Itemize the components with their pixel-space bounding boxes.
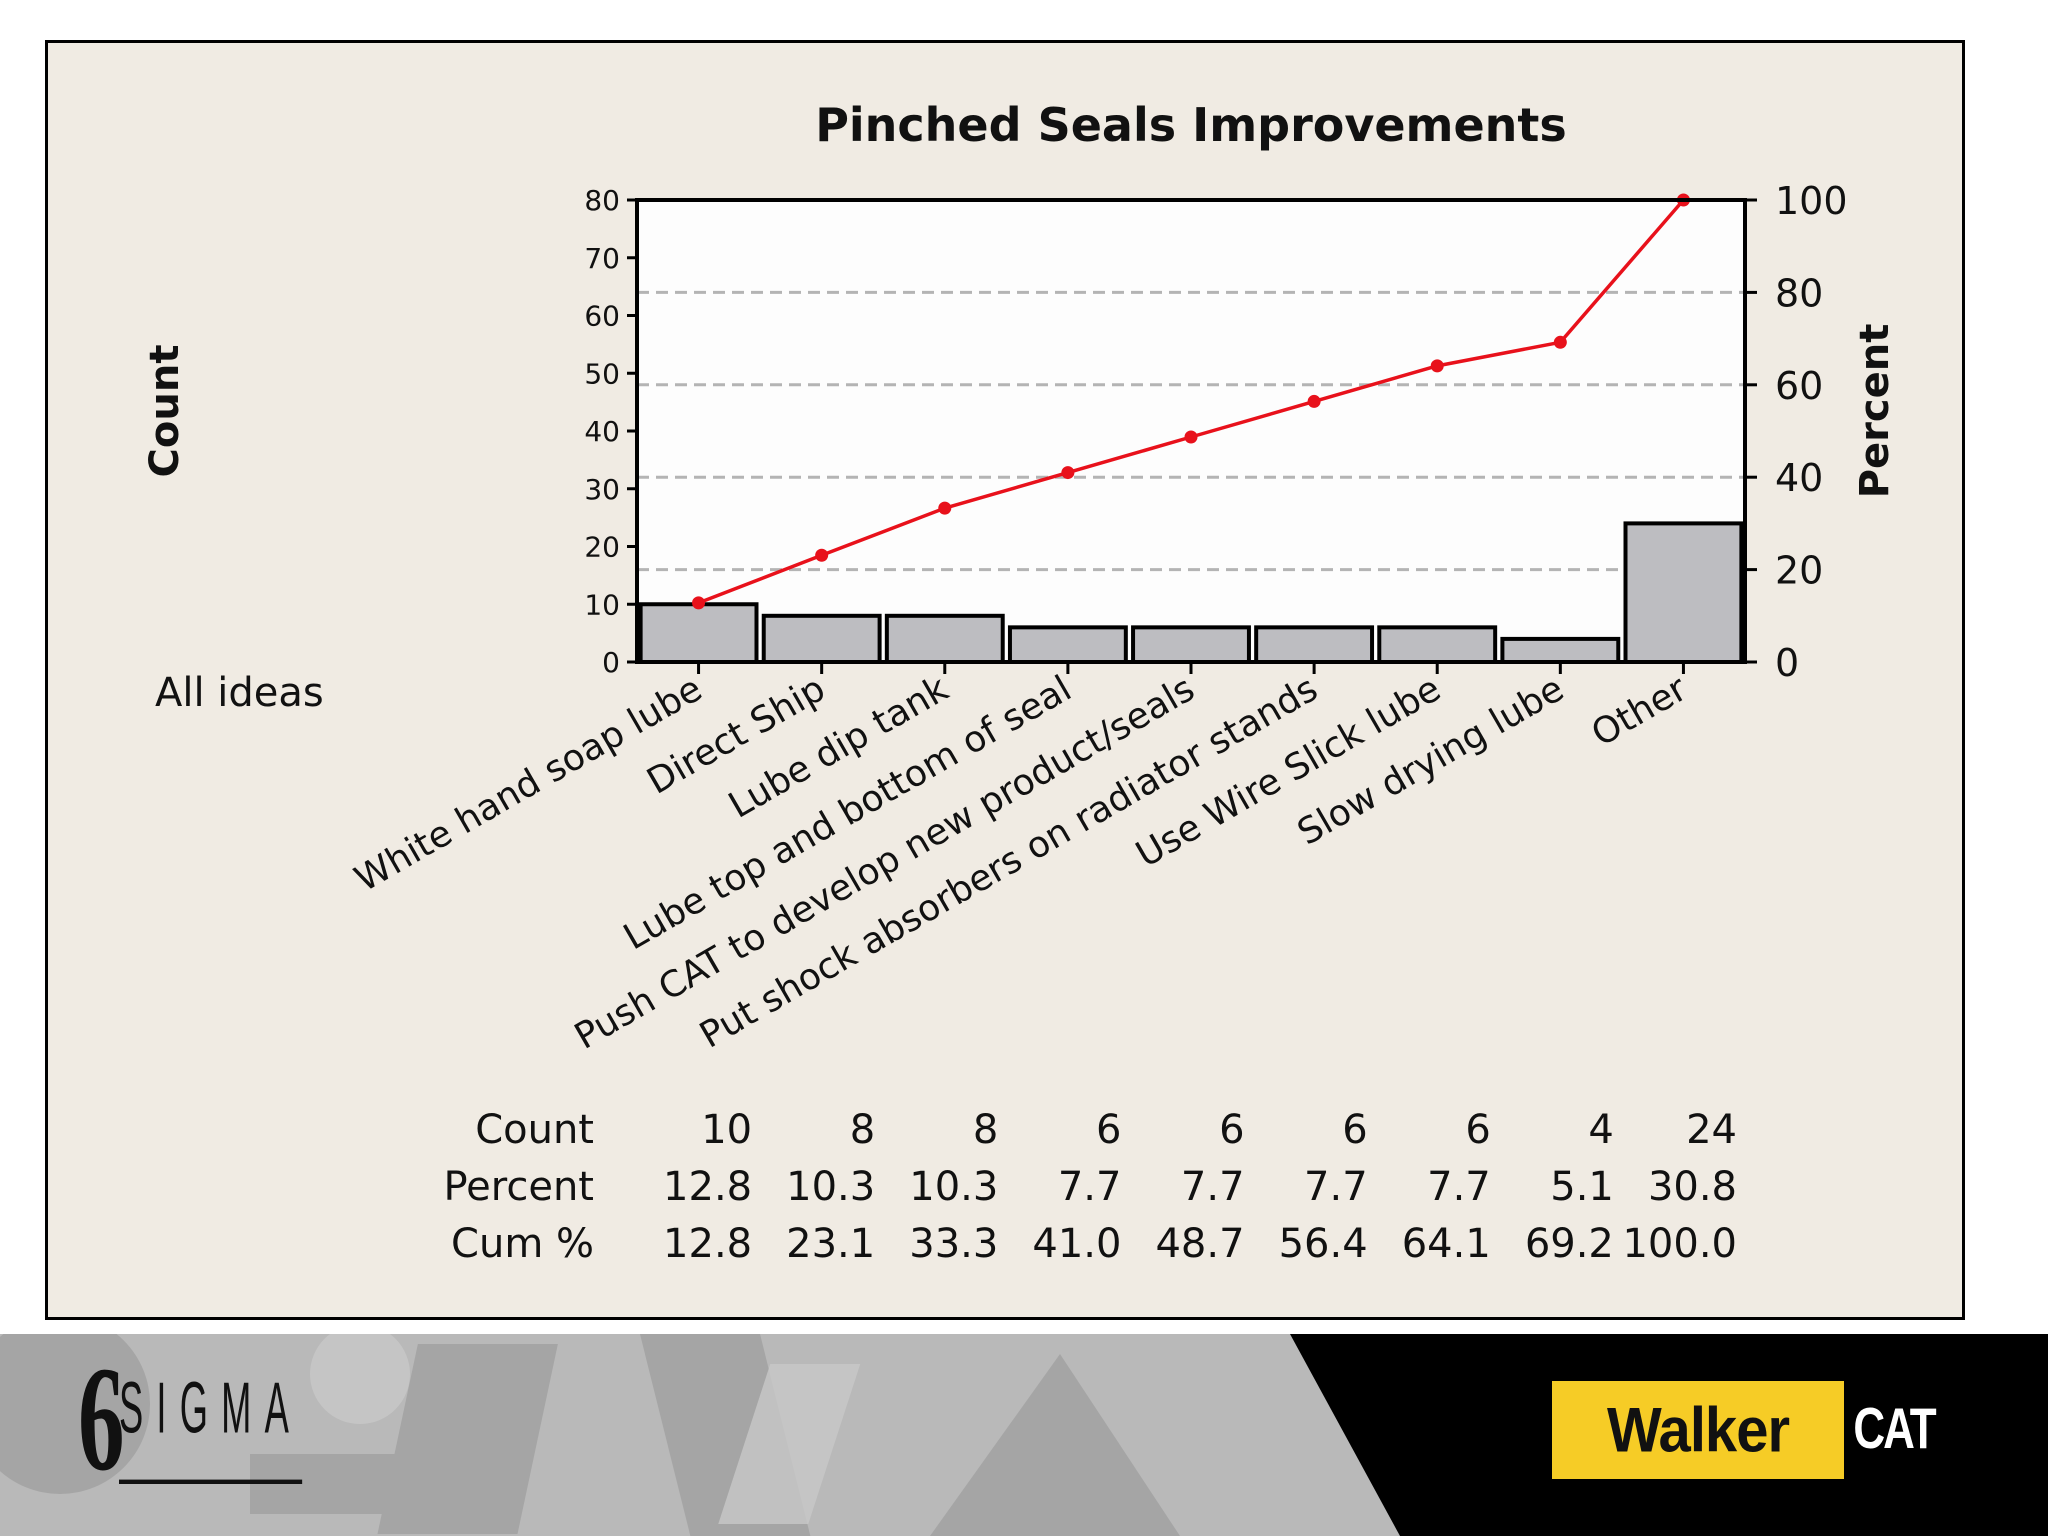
- group-label: All ideas: [155, 670, 324, 716]
- y-tick-label: 10: [584, 588, 620, 621]
- y-tick-label: 0: [602, 646, 620, 679]
- y-tick-label: 20: [584, 531, 620, 564]
- y2-tick-label: 60: [1775, 364, 1823, 408]
- pareto-chart: Pinched Seals Improvements01020304050607…: [142, 98, 1898, 1267]
- table-cell: 4: [1588, 1107, 1613, 1153]
- table-cell: 6: [1342, 1107, 1367, 1153]
- table-row-label: Count: [475, 1107, 594, 1153]
- table-cell: 6: [1219, 1107, 1244, 1153]
- y-tick-label: 30: [584, 473, 620, 506]
- table-row-label: Cum %: [451, 1221, 594, 1267]
- walker-logo: Walker: [1552, 1381, 1844, 1479]
- table-cell: 33.3: [909, 1221, 998, 1267]
- chart-panel: Pinched Seals Improvements 0 10 20 30 40 50 60 7…: [45, 40, 1965, 1320]
- table-cell: 30.8: [1648, 1164, 1737, 1210]
- footer-band: 6 SIGMA Walker CAT: [0, 1334, 2048, 1536]
- footer-background: [0, 1334, 2048, 1536]
- table-cell: 7.7: [1427, 1164, 1491, 1210]
- chart-title: Pinched Seals Improvements: [815, 98, 1567, 152]
- table-cell: 5.1: [1550, 1164, 1614, 1210]
- bar-2: [761, 613, 882, 664]
- table-cell: 7.7: [1058, 1164, 1122, 1210]
- table-cell: 12.8: [663, 1164, 752, 1210]
- cumulative-point-3: [938, 501, 952, 515]
- table-cell: 24: [1686, 1107, 1737, 1153]
- table-cell: 100.0: [1622, 1221, 1737, 1267]
- y-tick-label: 60: [584, 300, 620, 333]
- cumulative-point-1: [692, 596, 706, 610]
- y2-tick-label: 0: [1775, 641, 1799, 685]
- table-cell: 10.3: [786, 1164, 875, 1210]
- y-tick-label: 80: [584, 184, 620, 217]
- cumulative-point-2: [815, 548, 829, 562]
- six-sigma-word: SIGMA: [119, 1365, 302, 1484]
- bar-9: [1623, 521, 1744, 664]
- walker-logo-text: Walker: [1606, 1394, 1790, 1466]
- table-cell: 56.4: [1279, 1221, 1368, 1267]
- y-axis-title: Count: [142, 345, 188, 478]
- y-tick-label: 50: [584, 357, 620, 390]
- table-cell: 10.3: [909, 1164, 998, 1210]
- cat-logo: CAT: [1844, 1381, 1944, 1479]
- bar-5: [1131, 625, 1251, 664]
- y2-tick-label: 80: [1775, 271, 1823, 315]
- table-cell: 48.7: [1155, 1221, 1244, 1267]
- y2-tick-label: 40: [1775, 456, 1823, 500]
- table-row-label: Percent: [443, 1164, 594, 1210]
- table-cell: 12.8: [663, 1221, 752, 1267]
- y2-tick-label: 20: [1775, 549, 1823, 593]
- cumulative-point-8: [1553, 335, 1567, 349]
- y2-axis-title: Percent: [1852, 324, 1898, 499]
- x-tick-label: Other: [1585, 668, 1694, 755]
- table-cell: 8: [850, 1107, 875, 1153]
- table-cell: 23.1: [786, 1221, 875, 1267]
- y-tick-label: 40: [584, 415, 620, 448]
- bar-3: [884, 613, 1005, 664]
- table-cell: 6: [1096, 1107, 1121, 1153]
- y-tick-label: 70: [584, 242, 620, 275]
- table-cell: 69.2: [1525, 1221, 1614, 1267]
- cat-logo-text: CAT: [1853, 1397, 1936, 1462]
- bar-8: [1500, 636, 1621, 665]
- cumulative-point-6: [1307, 394, 1321, 408]
- table-cell: 7.7: [1304, 1164, 1368, 1210]
- cumulative-point-5: [1184, 430, 1198, 444]
- table-cell: 6: [1465, 1107, 1490, 1153]
- table-cell: 8: [973, 1107, 998, 1153]
- six-sigma-number: 6: [78, 1336, 125, 1502]
- table-cell: 10: [701, 1107, 752, 1153]
- bar-4: [1007, 625, 1128, 664]
- table-cell: 64.1: [1402, 1221, 1491, 1267]
- cumulative-point-4: [1061, 466, 1075, 480]
- bar-7: [1377, 625, 1498, 664]
- cumulative-point-7: [1430, 359, 1444, 373]
- bar-6: [1254, 625, 1375, 664]
- table-cell: 7.7: [1181, 1164, 1245, 1210]
- table-cell: 41.0: [1032, 1221, 1121, 1267]
- bar-1: [638, 602, 759, 664]
- y2-tick-label: 100: [1775, 179, 1848, 223]
- six-sigma-logo: 6 SIGMA: [78, 1344, 452, 1494]
